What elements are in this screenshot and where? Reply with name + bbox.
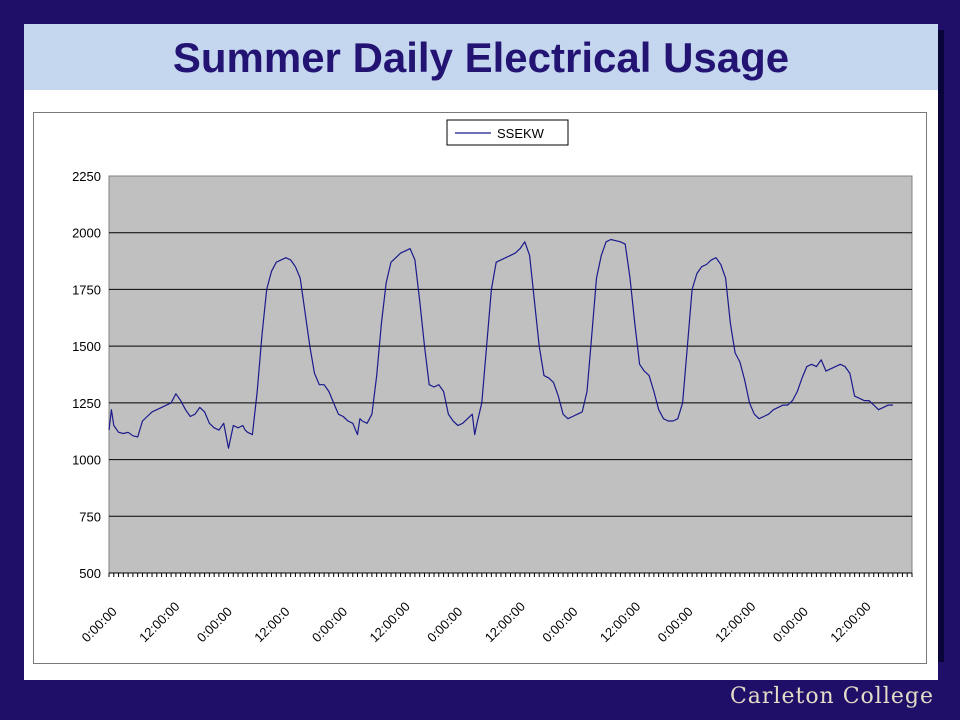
- x-tick-label: 0:00:00: [194, 604, 235, 645]
- x-tick-label: 12:00:00: [712, 599, 758, 645]
- x-tick-label: 12:00:00: [482, 599, 528, 645]
- x-tick-label: 0:00:00: [309, 604, 350, 645]
- y-tick-label: 1000: [72, 453, 101, 468]
- legend-label: SSEKW: [497, 126, 545, 141]
- y-tick-label: 750: [79, 509, 101, 524]
- y-tick-label: 1500: [72, 339, 101, 354]
- x-tick-label: 0:00:00: [770, 604, 811, 645]
- title-band: Summer Daily Electrical Usage: [24, 24, 938, 90]
- y-tick-label: 1250: [72, 396, 101, 411]
- series-line-ssekw: [108, 238, 893, 449]
- x-tick-label: 12:00:00: [136, 599, 182, 645]
- y-tick-label: 500: [79, 566, 101, 581]
- x-tick-label: 12:00:00: [827, 599, 873, 645]
- plot-area: [108, 175, 913, 574]
- chart-svg: 500 750 1000 1250 1500 1750 2000 2250 0:00:00 12:…: [72, 119, 913, 645]
- x-tick-label: 12:00:0: [251, 604, 292, 645]
- x-tick-label: 0:00:00: [79, 604, 120, 645]
- x-tick-label: 0:00:00: [655, 604, 696, 645]
- y-tick-label: 1750: [72, 282, 101, 297]
- x-tick-label: 12:00:00: [367, 599, 413, 645]
- chart-frame: 500 750 1000 1250 1500 1750 2000 2250 0:00:00 12:…: [33, 112, 927, 664]
- y-tick-label: 2250: [72, 169, 101, 184]
- college-brand: Carleton College: [729, 684, 934, 709]
- slide-panel: Summer Daily Electrical Usage 500 750 1000…: [24, 24, 938, 680]
- x-tick-label: 12:00:00: [597, 599, 643, 645]
- x-tick-label: 0:00:00: [424, 604, 465, 645]
- x-tick-label: 0:00:00: [539, 604, 580, 645]
- y-tick-label: 2000: [72, 226, 101, 241]
- slide-title: Summer Daily Electrical Usage: [172, 34, 790, 81]
